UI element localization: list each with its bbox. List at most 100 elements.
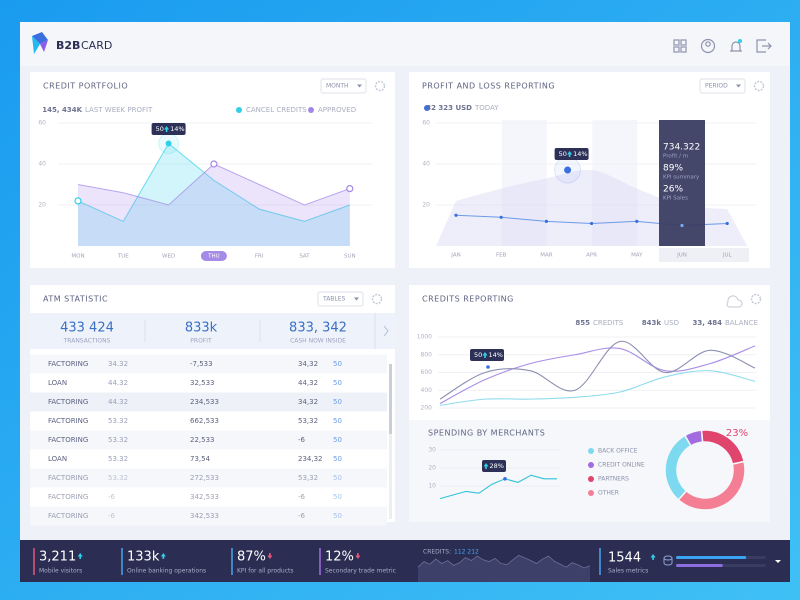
bell-icon[interactable]: [730, 41, 742, 52]
line: [439, 345, 756, 405]
x-tick-label[interactable]: SUN: [344, 254, 356, 260]
y-tick-label: 40: [38, 161, 46, 168]
dropdown-caret: [736, 84, 741, 88]
x-tick-label[interactable]: JUN: [676, 253, 687, 259]
donut-segment: [683, 429, 704, 447]
selected-day[interactable]: [200, 251, 227, 261]
dropdown-caret: [354, 297, 359, 301]
logout-icon[interactable]: [756, 39, 772, 53]
x-tick-label[interactable]: FRI: [255, 254, 264, 260]
dropdown-label[interactable]: MONTH: [326, 83, 349, 90]
table-cell: 50: [333, 455, 342, 463]
profile-icon[interactable]: [705, 41, 711, 47]
table-cell: 53,32: [298, 417, 318, 425]
dropdown[interactable]: [317, 291, 364, 307]
panel: [409, 72, 770, 268]
x-tick-label[interactable]: MAY: [631, 253, 643, 259]
brand-light: CARD: [81, 39, 112, 52]
header-bar: [20, 22, 790, 66]
x-tick-label[interactable]: JAN: [450, 253, 460, 259]
table-cell: 34,32: [298, 360, 318, 368]
cloud-icon[interactable]: [726, 295, 743, 308]
tooltip-label: Profit / m: [663, 154, 688, 160]
metric-value: 133k: [127, 550, 160, 565]
table-cell: FACTORING: [48, 417, 88, 425]
x-tick-label[interactable]: TUE: [117, 254, 129, 260]
dropdown-label[interactable]: TABLES: [322, 296, 346, 303]
metric-label: Mobile visitors: [39, 568, 82, 575]
credits-label: CREDITS:: [423, 549, 451, 556]
point: [346, 185, 354, 193]
point: [165, 140, 172, 147]
header-icons[interactable]: [673, 38, 772, 54]
table-cell: 53.32: [108, 474, 128, 482]
dropdown-label[interactable]: PERIOD: [705, 83, 728, 90]
legend-dot: [588, 462, 594, 468]
grid-icon[interactable]: [673, 46, 680, 53]
table-cell: 44.32: [108, 398, 128, 406]
y-tick-label: 40: [422, 161, 430, 168]
x-tick-label[interactable]: MAR: [540, 253, 553, 259]
grid-icon[interactable]: [680, 46, 687, 53]
table-cell: 44,32: [298, 379, 318, 387]
table-cell: FACTORING: [48, 360, 88, 368]
point: [499, 215, 503, 219]
profile-icon[interactable]: [700, 38, 716, 54]
arrow-up: [77, 553, 83, 559]
progress-bar: [676, 556, 747, 559]
point: [210, 160, 218, 168]
brand-bold: B2B: [56, 39, 80, 52]
legend-label: OTHER: [598, 490, 619, 497]
table-cell: 53,32: [298, 474, 318, 482]
x-tick-label[interactable]: THU: [207, 254, 220, 260]
point: [74, 197, 82, 205]
table-cell: 50: [333, 379, 342, 387]
column-band: [592, 120, 638, 246]
settings-icon[interactable]: [750, 293, 762, 305]
sparkline-area: [418, 555, 590, 582]
badge-change: 28%: [490, 462, 504, 470]
table-cell: FACTORING: [48, 493, 88, 501]
settings-icon[interactable]: [374, 80, 386, 92]
table-cell: 34,32: [298, 398, 318, 406]
next-arrow[interactable]: [383, 325, 389, 337]
table-cell: 53.32: [108, 417, 128, 425]
settings-icon[interactable]: [753, 80, 765, 92]
table-cell: LOAN: [48, 379, 67, 387]
tooltip-label: KPI summary: [663, 175, 700, 181]
dropdown[interactable]: [320, 78, 367, 94]
grid-icon[interactable]: [680, 39, 687, 46]
x-tick-label[interactable]: MON: [71, 254, 84, 260]
scrollbar[interactable]: [389, 364, 392, 519]
selected-month[interactable]: [659, 248, 749, 262]
footer-menu[interactable]: [775, 560, 781, 563]
metric-value: 3,211: [39, 550, 76, 565]
point: [680, 223, 684, 228]
scroll-thumb[interactable]: [389, 364, 392, 434]
x-tick-label[interactable]: APR: [586, 253, 597, 259]
x-tick-label[interactable]: FEB: [496, 253, 507, 259]
dropdown[interactable]: [699, 78, 746, 94]
table-cell: 50: [333, 436, 342, 444]
metric-label: KPI for all products: [237, 568, 294, 575]
stat-value: 433 424: [60, 321, 114, 336]
table-cell: -6: [298, 512, 306, 520]
x-tick-label[interactable]: SAT: [299, 254, 310, 260]
table-cell: 662,533: [190, 417, 219, 425]
row-stripe: [30, 430, 387, 450]
x-tick-label[interactable]: JUL: [722, 253, 733, 259]
table-cell: -6: [298, 436, 306, 444]
line: [439, 474, 557, 500]
y-tick-label: 10: [428, 483, 436, 490]
x-tick-label[interactable]: WED: [162, 254, 175, 260]
arrow-down: [267, 553, 273, 559]
settings-icon[interactable]: [371, 293, 383, 305]
badge-change: 14%: [170, 125, 184, 133]
line: [439, 370, 756, 406]
point: [544, 219, 549, 223]
badge-value: 50: [474, 351, 482, 359]
metric-label: Online banking operations: [127, 568, 206, 575]
grid-icon[interactable]: [673, 39, 680, 46]
